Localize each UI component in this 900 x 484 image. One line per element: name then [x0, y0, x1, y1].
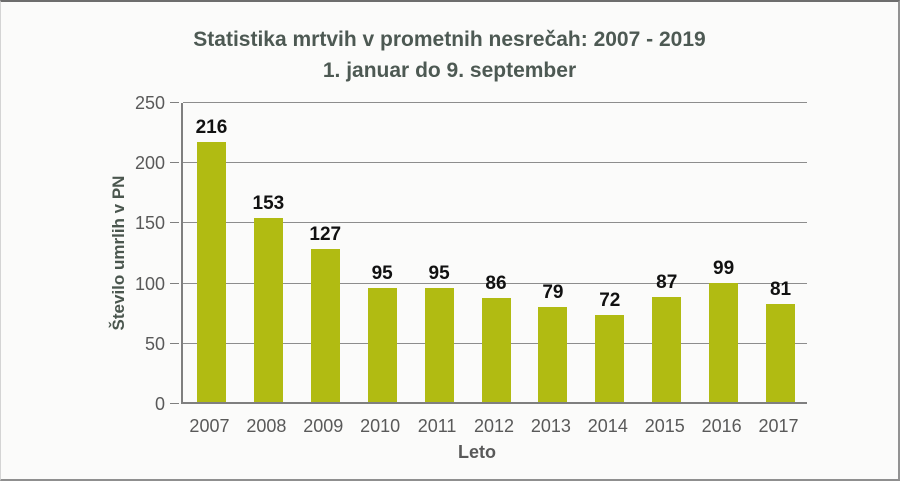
plot-area: 216 153 127 95 95 86 79 72 87 99 81 [181, 102, 807, 404]
bar-value-label-2012: 86 [485, 273, 507, 295]
bar-value-label-2017: 81 [769, 279, 792, 301]
x-tick-label-2017: 2017 [758, 416, 799, 436]
bar-value-label-2008: 153 [252, 192, 285, 214]
y-tick-mark-100 [170, 282, 179, 284]
chart-title-block: Statistika mrtvih v prometnih nesrečah: … [1, 24, 898, 86]
y-tick-label-200: 200 [134, 153, 165, 174]
gridline-100 [183, 282, 807, 284]
chart-title: Statistika mrtvih v prometnih nesrečah: … [193, 28, 706, 51]
x-tick-label-2010: 2010 [360, 416, 401, 436]
bar-2009 [310, 249, 340, 402]
x-tick-label-2012: 2012 [473, 416, 515, 436]
bar-value-label-2016: 99 [713, 257, 735, 279]
y-tick-label-250: 250 [134, 93, 165, 113]
y-tick-mark-250 [170, 102, 179, 103]
gridline-250 [183, 102, 807, 103]
bar-2017 [766, 304, 796, 402]
x-tick-label-2009: 2009 [303, 416, 344, 436]
bar-2013 [538, 306, 568, 402]
y-axis-title: Število umrlih v PN [109, 175, 128, 331]
x-tick-label-2008: 2008 [246, 416, 287, 436]
x-axis-title: Leto [458, 442, 496, 462]
x-tick-label-2013: 2013 [530, 416, 571, 436]
bar-2007 [196, 141, 226, 402]
bar-value-label-2015: 87 [656, 272, 678, 294]
y-tick-label-100: 100 [134, 273, 165, 294]
y-tick-mark-200 [170, 162, 179, 164]
chart-subtitle: 1. januar do 9. september [322, 59, 577, 82]
bar-2011 [424, 287, 454, 402]
bar-value-label-2010: 95 [371, 262, 393, 284]
bar-2014 [595, 315, 625, 402]
gridline-200 [183, 162, 807, 164]
bar-2016 [709, 282, 739, 402]
y-tick-mark-50 [170, 342, 179, 344]
bar-value-label-2013: 79 [542, 281, 564, 303]
x-tick-label-2007: 2007 [189, 416, 230, 436]
y-tick-mark-0 [170, 403, 179, 404]
bar-value-label-2009: 127 [309, 224, 342, 246]
bar-2015 [652, 297, 682, 402]
x-tick-label-2011: 2011 [417, 416, 457, 436]
x-tick-label-2016: 2016 [701, 416, 742, 436]
bar-2010 [367, 287, 397, 402]
y-tick-mark-150 [170, 222, 179, 224]
x-tick-label-2015: 2015 [644, 416, 685, 436]
y-tick-label-0: 0 [154, 394, 165, 414]
bar-value-label-2014: 72 [599, 290, 621, 312]
bar-value-label-2011: 95 [428, 262, 450, 284]
y-tick-label-150: 150 [134, 213, 165, 234]
bar-2008 [253, 217, 283, 402]
x-tick-label-2014: 2014 [587, 416, 628, 436]
y-tick-label-50: 50 [144, 333, 165, 354]
bar-2012 [481, 298, 511, 402]
bar-value-label-2007: 216 [195, 116, 228, 138]
gridline-150 [183, 222, 807, 224]
